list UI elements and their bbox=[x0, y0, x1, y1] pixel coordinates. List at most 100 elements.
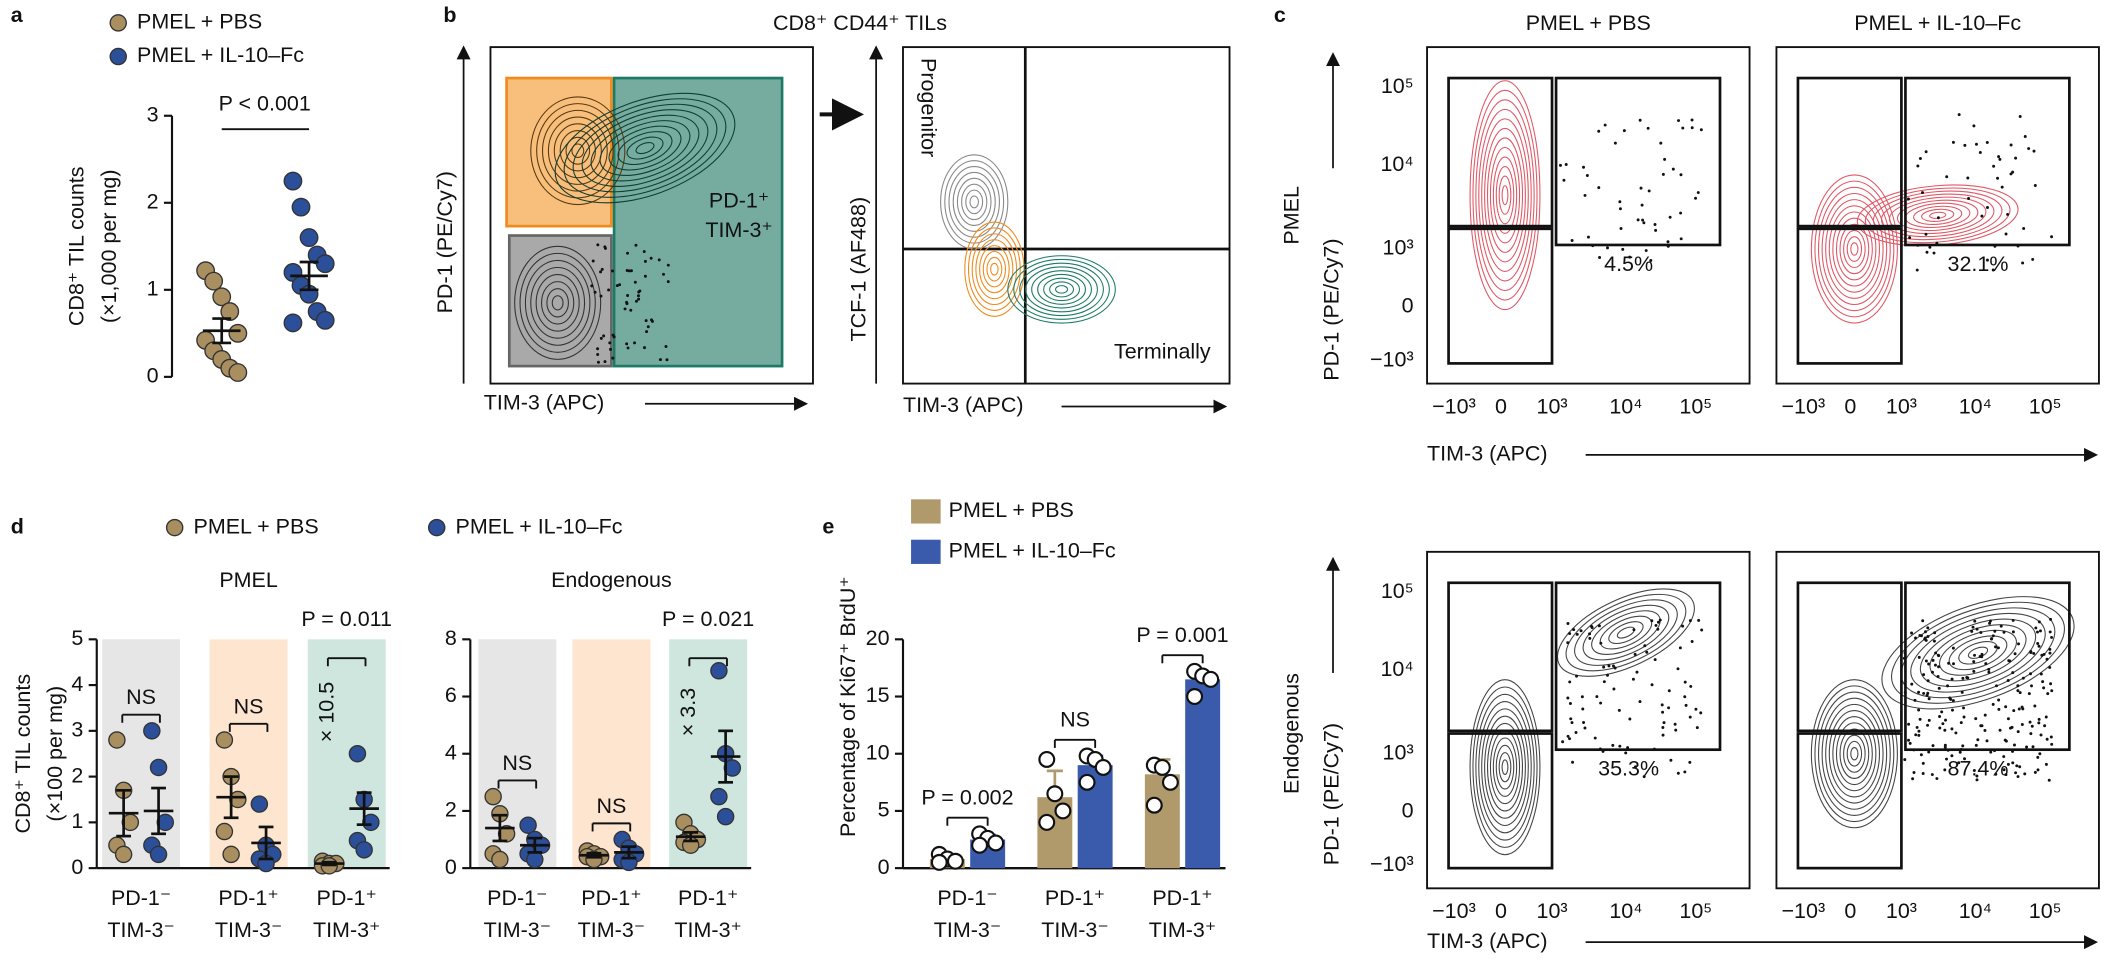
dot bbox=[215, 822, 234, 841]
event-dot bbox=[1635, 670, 1639, 674]
event-dot bbox=[1582, 165, 1585, 169]
event-dot bbox=[2011, 671, 2015, 675]
event-dot bbox=[1973, 619, 1977, 623]
event-dot bbox=[1580, 695, 1584, 699]
event-dot bbox=[645, 330, 649, 334]
contour bbox=[1556, 588, 1695, 677]
event-dot bbox=[1907, 722, 1911, 726]
panel-label: c bbox=[1274, 3, 1286, 27]
event-dot bbox=[1618, 200, 1622, 204]
contour bbox=[1574, 599, 1678, 666]
event-dot bbox=[1568, 632, 1572, 636]
event-dot bbox=[1689, 684, 1693, 688]
event-dot bbox=[1992, 164, 1996, 168]
contour bbox=[608, 125, 682, 171]
x-tick-label: PD-1⁺ bbox=[581, 886, 641, 910]
x-tick-label: −10³ bbox=[1782, 899, 1826, 923]
event-dot bbox=[1695, 726, 1699, 730]
event-dot bbox=[2029, 672, 2033, 676]
dot bbox=[149, 845, 168, 864]
event-dot bbox=[650, 318, 653, 322]
event-dot bbox=[2007, 659, 2011, 663]
x-axis-label: TIM-3 (APC) bbox=[1427, 442, 1548, 466]
contour bbox=[559, 130, 596, 172]
event-dot bbox=[1918, 717, 1922, 721]
event-dot bbox=[2018, 691, 2022, 695]
y-tick-label: 0 bbox=[1402, 294, 1414, 318]
event-dot bbox=[1645, 650, 1649, 654]
event-dot bbox=[1980, 655, 1984, 659]
bracket-label: P = 0.001 bbox=[1136, 623, 1228, 647]
event-dot bbox=[1650, 619, 1654, 623]
contour bbox=[1472, 89, 1538, 301]
gate-percent: 4.5% bbox=[1604, 252, 1653, 276]
event-dot bbox=[1624, 751, 1628, 755]
contour bbox=[1821, 192, 1888, 306]
event-dot bbox=[2050, 635, 2054, 639]
event-dot bbox=[1972, 660, 1976, 664]
dot bbox=[228, 363, 248, 382]
event-dot bbox=[2002, 768, 2006, 772]
event-dot bbox=[2035, 630, 2039, 634]
plot-frame bbox=[1426, 550, 1751, 890]
contour bbox=[1958, 641, 1998, 665]
event-dot bbox=[2030, 724, 2034, 728]
contour bbox=[565, 136, 591, 165]
event-dot bbox=[1628, 717, 1632, 721]
event-dot bbox=[600, 267, 604, 271]
x-tick-label: 0 bbox=[1844, 394, 1856, 418]
event-dot bbox=[2004, 773, 2008, 777]
y-tick-label: 10 bbox=[866, 740, 890, 764]
event-dot bbox=[1906, 197, 1910, 201]
point bbox=[946, 852, 964, 870]
event-dot bbox=[2037, 717, 2041, 721]
event-dot bbox=[1933, 631, 1937, 635]
event-dot bbox=[629, 308, 633, 312]
contour bbox=[982, 250, 1006, 288]
event-dot bbox=[609, 347, 612, 351]
event-dot bbox=[1988, 619, 1992, 623]
gate bbox=[1447, 732, 1554, 870]
event-dot bbox=[1980, 214, 1984, 218]
event-dot bbox=[2032, 651, 2036, 655]
event-dot bbox=[1572, 628, 1576, 632]
y-tick-label: 2 bbox=[445, 798, 457, 822]
event-dot bbox=[1927, 750, 1931, 754]
event-dot bbox=[2004, 705, 2008, 709]
event-dot bbox=[2050, 235, 2054, 239]
event-dot bbox=[1690, 118, 1694, 122]
gate bbox=[612, 76, 784, 368]
event-dot bbox=[1943, 743, 1947, 747]
contour bbox=[1835, 217, 1873, 281]
event-dot bbox=[1917, 690, 1921, 694]
event-dot bbox=[2037, 721, 2041, 725]
event-dot bbox=[1927, 718, 1931, 722]
event-dot bbox=[1647, 189, 1651, 193]
event-dot bbox=[1669, 758, 1673, 762]
event-dot bbox=[2025, 745, 2029, 749]
event-dot bbox=[1972, 769, 1976, 773]
event-dot bbox=[1931, 670, 1934, 674]
event-dot bbox=[1985, 140, 1989, 144]
event-dot bbox=[2014, 771, 2018, 775]
event-dot bbox=[615, 284, 619, 288]
y-tick-label: 6 bbox=[445, 683, 457, 707]
point bbox=[1186, 688, 1204, 706]
dot bbox=[215, 731, 234, 749]
y-tick-label: 15 bbox=[866, 683, 890, 707]
dot bbox=[222, 845, 240, 864]
event-dot bbox=[1918, 157, 1922, 161]
y-tick-label: 10⁵ bbox=[1381, 579, 1414, 603]
x-tick-label: 0 bbox=[1844, 899, 1856, 923]
event-dot bbox=[1590, 624, 1594, 628]
event-dot bbox=[2049, 735, 2053, 739]
event-dot bbox=[2021, 707, 2025, 711]
event-dot bbox=[2011, 761, 2015, 765]
contour bbox=[986, 256, 1003, 282]
event-dot bbox=[611, 356, 615, 360]
gate bbox=[1447, 227, 1554, 365]
event-dot bbox=[1950, 677, 1954, 681]
contour bbox=[581, 109, 709, 187]
dot bbox=[143, 722, 161, 740]
